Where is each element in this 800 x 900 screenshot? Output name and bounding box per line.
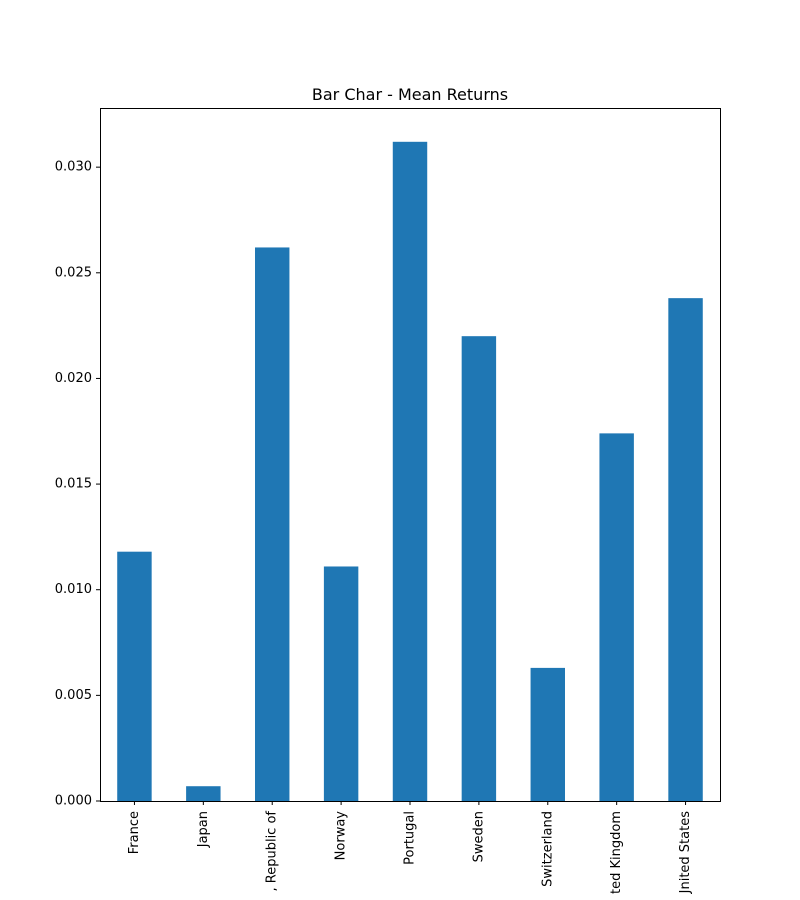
x-tick-label: France (127, 811, 142, 854)
y-tick-label: 0.030 (55, 160, 92, 175)
bar (599, 433, 634, 801)
x-tick-label: Portugal (403, 811, 418, 865)
y-tick-label: 0.010 (55, 582, 92, 597)
bar (530, 667, 565, 801)
bar (668, 298, 703, 801)
x-tick-label: Norway (334, 811, 349, 861)
y-tick-label: 0.005 (55, 688, 92, 703)
y-axis: 0.000 0.005 0.010 0.015 0.020 0.025 0.030 (55, 160, 100, 809)
bars-layer (117, 141, 703, 802)
y-tick-label: 0.020 (55, 371, 92, 386)
chart-title: Bar Char - Mean Returns (312, 85, 508, 104)
bar (255, 247, 290, 801)
bar (117, 551, 152, 801)
bar (186, 786, 221, 801)
x-tick-label: ted Kingdom (609, 811, 624, 894)
bar (392, 141, 428, 802)
y-tick-label: 0.015 (55, 477, 92, 492)
x-tick-label: Jnited States (678, 811, 693, 895)
bar (323, 566, 359, 801)
bar (461, 336, 497, 801)
x-tick-label: Sweden (471, 811, 486, 862)
y-tick-label: 0.025 (55, 265, 92, 280)
x-tick-label: Japan (196, 811, 211, 848)
x-tick-label: , Republic of (265, 811, 280, 892)
plot-area-frame (100, 108, 721, 802)
x-tick-label: Switzerland (540, 811, 555, 887)
y-tick-label: 0.000 (55, 794, 92, 809)
x-axis: France Japan , Republic of Norway Portugal Sw… (127, 801, 693, 894)
